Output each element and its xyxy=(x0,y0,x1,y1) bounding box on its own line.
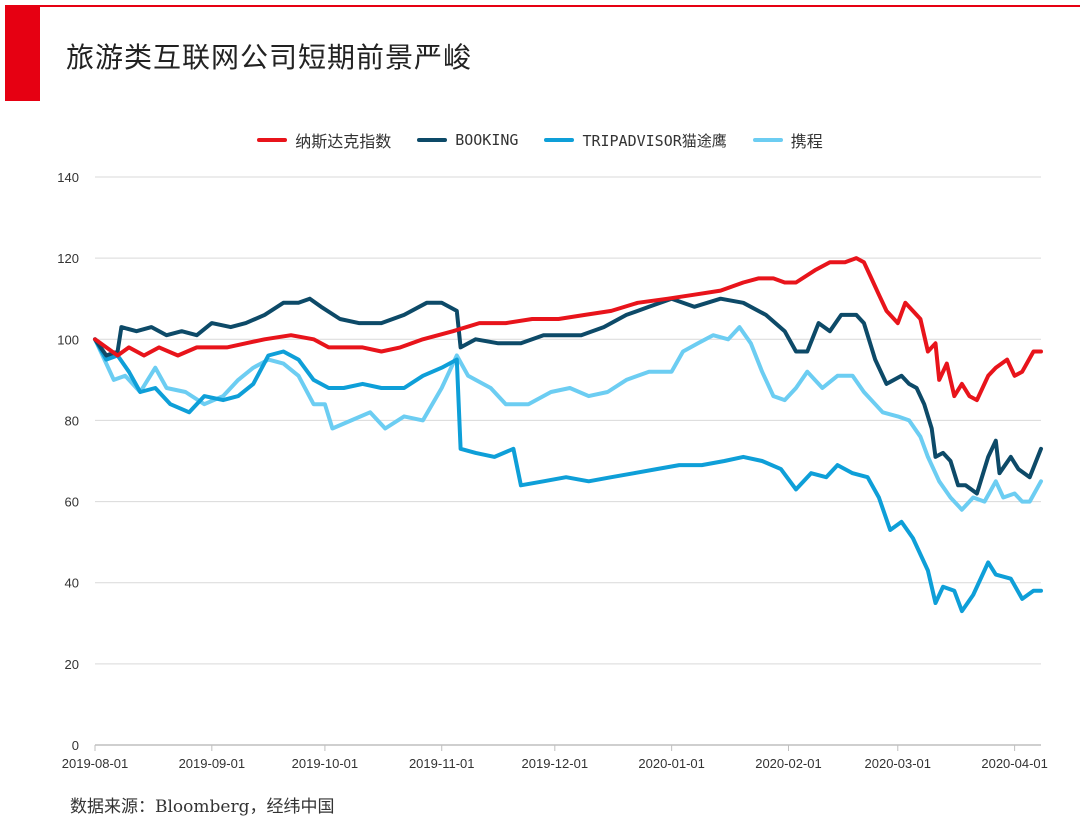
x-tick-label: 2020-01-01 xyxy=(638,756,705,771)
legend-item-tripadvisor[interactable]: TRIPADVISOR猫途鹰 xyxy=(544,128,727,152)
y-tick-label: 40 xyxy=(65,576,79,591)
legend-swatch-nasdaq xyxy=(257,138,288,142)
chart-legend: 纳斯达克指数 BOOKING TRIPADVISOR猫途鹰 携程 xyxy=(0,128,1080,152)
x-tick-label: 2019-09-01 xyxy=(179,756,246,771)
y-tick-label: 60 xyxy=(65,495,79,510)
y-tick-label: 120 xyxy=(57,251,79,266)
x-tick-label: 2019-11-01 xyxy=(409,756,475,771)
series-line-tripadvisor xyxy=(93,337,1043,614)
x-tick-label: 2020-02-01 xyxy=(755,756,822,771)
y-tick-label: 140 xyxy=(57,170,79,185)
y-tick-label: 0 xyxy=(72,738,79,753)
legend-label-booking: BOOKING xyxy=(455,131,519,149)
legend-swatch-booking xyxy=(417,138,448,142)
legend-label-ctrip: 携程 xyxy=(790,132,823,151)
accent-block xyxy=(5,5,40,101)
top-accent-line xyxy=(40,5,1080,7)
y-tick-label: 80 xyxy=(65,413,79,428)
x-tick-label: 2019-08-01 xyxy=(62,756,129,771)
x-tick-label: 2019-10-01 xyxy=(292,756,359,771)
x-tick-label: 2020-04-01 xyxy=(981,756,1048,771)
series-line-booking xyxy=(93,296,1043,496)
legend-label-tripadvisor: TRIPADVISOR猫途鹰 xyxy=(582,131,727,150)
legend-swatch-tripadvisor xyxy=(544,138,575,142)
y-tick-label: 20 xyxy=(65,657,79,672)
legend-label-nasdaq: 纳斯达克指数 xyxy=(295,132,392,151)
series-line-nasdaq xyxy=(93,256,1043,403)
line-chart: 0 20 40 60 80 100 120 140 2019-08-01 2019-09-01 20… xyxy=(57,170,1048,771)
data-source-note: 数据来源：Bloomberg，经纬中国 xyxy=(70,797,335,817)
page-title: 旅游类互联网公司短期前景严峻 xyxy=(66,41,473,74)
legend-swatch-ctrip xyxy=(752,138,783,142)
x-tick-label: 2019-12-01 xyxy=(522,756,589,771)
y-tick-label: 100 xyxy=(57,332,79,347)
x-tick-label: 2020-03-01 xyxy=(865,756,932,771)
legend-item-nasdaq[interactable]: 纳斯达克指数 xyxy=(257,128,391,152)
legend-item-booking[interactable]: BOOKING xyxy=(417,128,518,152)
legend-item-ctrip[interactable]: 携程 xyxy=(752,128,823,152)
series-line-ctrip xyxy=(93,325,1043,512)
